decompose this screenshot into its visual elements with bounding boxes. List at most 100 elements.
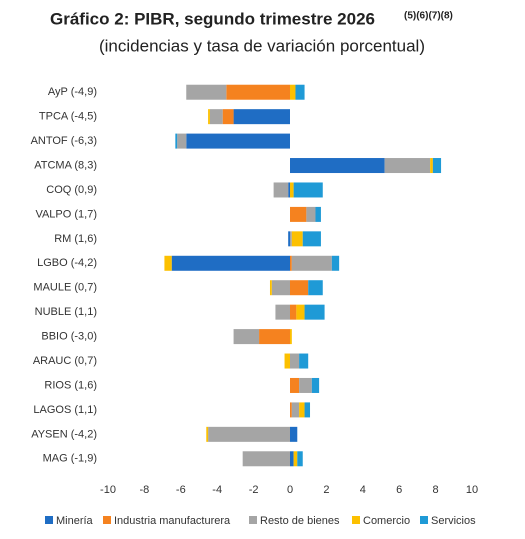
bar-segment bbox=[304, 304, 325, 320]
bar-segment bbox=[315, 206, 321, 222]
bar-segment bbox=[308, 280, 323, 296]
x-tick-label: 0 bbox=[287, 484, 293, 496]
bar-segment bbox=[290, 158, 385, 174]
bar-segment bbox=[259, 329, 290, 345]
bar-segment bbox=[271, 280, 290, 296]
title-notes: (5)(6)(7)(8) bbox=[404, 11, 453, 22]
bar-segment bbox=[290, 451, 294, 467]
legend-swatch bbox=[352, 516, 360, 524]
y-tick-label: RIOS (1,6) bbox=[44, 379, 97, 391]
bar-segment bbox=[275, 304, 290, 320]
x-tick-label: 4 bbox=[360, 484, 366, 496]
y-tick-label: COQ (0,9) bbox=[46, 184, 97, 196]
x-tick-label: -4 bbox=[212, 484, 222, 496]
y-tick-label: NUBLE (1,1) bbox=[35, 306, 97, 318]
bar-segment bbox=[288, 182, 290, 198]
bar-segment bbox=[171, 255, 290, 271]
y-tick-label: BBIO (-3,0) bbox=[41, 331, 97, 343]
chart-subtitle: (incidencias y tasa de variación porcent… bbox=[99, 36, 425, 55]
bar-segment bbox=[233, 109, 290, 125]
bar-segment bbox=[291, 255, 332, 271]
legend-swatch bbox=[249, 516, 257, 524]
bar-segment bbox=[175, 133, 178, 149]
legend-label: Servicios bbox=[431, 515, 476, 527]
bar-segment bbox=[331, 255, 340, 271]
x-tick-label: 2 bbox=[323, 484, 329, 496]
bar-segment bbox=[269, 280, 272, 296]
bar-segment bbox=[297, 451, 303, 467]
bar-segment bbox=[208, 109, 210, 125]
bar-segment bbox=[291, 231, 303, 247]
bar-segment bbox=[311, 377, 320, 393]
bar-segment bbox=[273, 182, 289, 198]
bar-segment bbox=[186, 84, 227, 100]
bar-segment bbox=[284, 353, 290, 369]
y-tick-label: ANTOF (-6,3) bbox=[31, 135, 97, 147]
y-tick-label: ARAUC (0,7) bbox=[33, 355, 97, 367]
legend-label: Minería bbox=[56, 515, 94, 527]
x-tick-label: 6 bbox=[396, 484, 402, 496]
bar-segment bbox=[302, 231, 321, 247]
bar-segment bbox=[306, 206, 316, 222]
bar-segment bbox=[293, 451, 298, 467]
bar-segment bbox=[384, 158, 431, 174]
y-tick-label: RM (1,6) bbox=[54, 233, 97, 245]
bar-segment bbox=[288, 231, 290, 247]
bar-segment bbox=[290, 206, 307, 222]
bar-segment bbox=[209, 109, 223, 125]
bar-segment bbox=[290, 255, 292, 271]
bar-segment bbox=[296, 304, 305, 320]
y-tick-label: MAULE (0,7) bbox=[33, 282, 97, 294]
y-tick-label: AYSEN (-4,2) bbox=[31, 428, 97, 440]
bar-segment bbox=[295, 84, 305, 100]
bar-segment bbox=[242, 451, 290, 467]
x-tick-label: 8 bbox=[433, 484, 439, 496]
bar-segment bbox=[299, 353, 309, 369]
bar-segment bbox=[233, 329, 260, 345]
y-tick-label: LGBO (-4,2) bbox=[37, 257, 97, 269]
bar-segment bbox=[290, 426, 298, 442]
y-tick-label: LAGOS (1,1) bbox=[33, 404, 97, 416]
bar-segment bbox=[226, 84, 290, 100]
bar-segment bbox=[290, 304, 297, 320]
y-tick-label: TPCA (-4,5) bbox=[39, 111, 97, 123]
bar-segment bbox=[432, 158, 442, 174]
y-tick-label: AyP (-4,9) bbox=[48, 86, 97, 98]
bar-segment bbox=[177, 133, 187, 149]
bar-segment bbox=[291, 402, 300, 418]
y-tick-label: VALPO (1,7) bbox=[35, 208, 97, 220]
bar-segment bbox=[290, 182, 294, 198]
bar-segment bbox=[222, 109, 234, 125]
bar-segment bbox=[299, 377, 312, 393]
legend-label: Resto de bienes bbox=[260, 515, 340, 527]
x-tick-label: 10 bbox=[466, 484, 478, 496]
x-tick-label: -6 bbox=[176, 484, 186, 496]
bar-segment bbox=[290, 377, 300, 393]
x-tick-label: -8 bbox=[140, 484, 150, 496]
legend-label: Industria manufacturera bbox=[114, 515, 231, 527]
chart-title: Gráfico 2: PIBR, segundo trimestre 2026 bbox=[50, 9, 375, 28]
y-tick-label: MAG (-1,9) bbox=[43, 453, 97, 465]
x-tick-label: -2 bbox=[249, 484, 259, 496]
bar-segment bbox=[290, 329, 292, 345]
bar-segment bbox=[206, 426, 209, 442]
bar-segment bbox=[290, 402, 292, 418]
bar-segment bbox=[299, 402, 305, 418]
bar-segment bbox=[290, 84, 296, 100]
bar-segment bbox=[293, 182, 323, 198]
x-tick-label: -10 bbox=[100, 484, 116, 496]
bar-segment bbox=[290, 280, 309, 296]
legend-label: Comercio bbox=[363, 515, 410, 527]
bar-segment bbox=[290, 231, 292, 247]
legend-swatch bbox=[420, 516, 428, 524]
bar-segment bbox=[304, 402, 311, 418]
bar-segment bbox=[290, 353, 300, 369]
legend-swatch bbox=[45, 516, 53, 524]
bar-segment bbox=[164, 255, 172, 271]
y-tick-label: ATCMA (8,3) bbox=[34, 159, 97, 171]
legend-swatch bbox=[103, 516, 111, 524]
bar-segment bbox=[208, 426, 290, 442]
bar-segment bbox=[186, 133, 290, 149]
bar-segment bbox=[430, 158, 433, 174]
